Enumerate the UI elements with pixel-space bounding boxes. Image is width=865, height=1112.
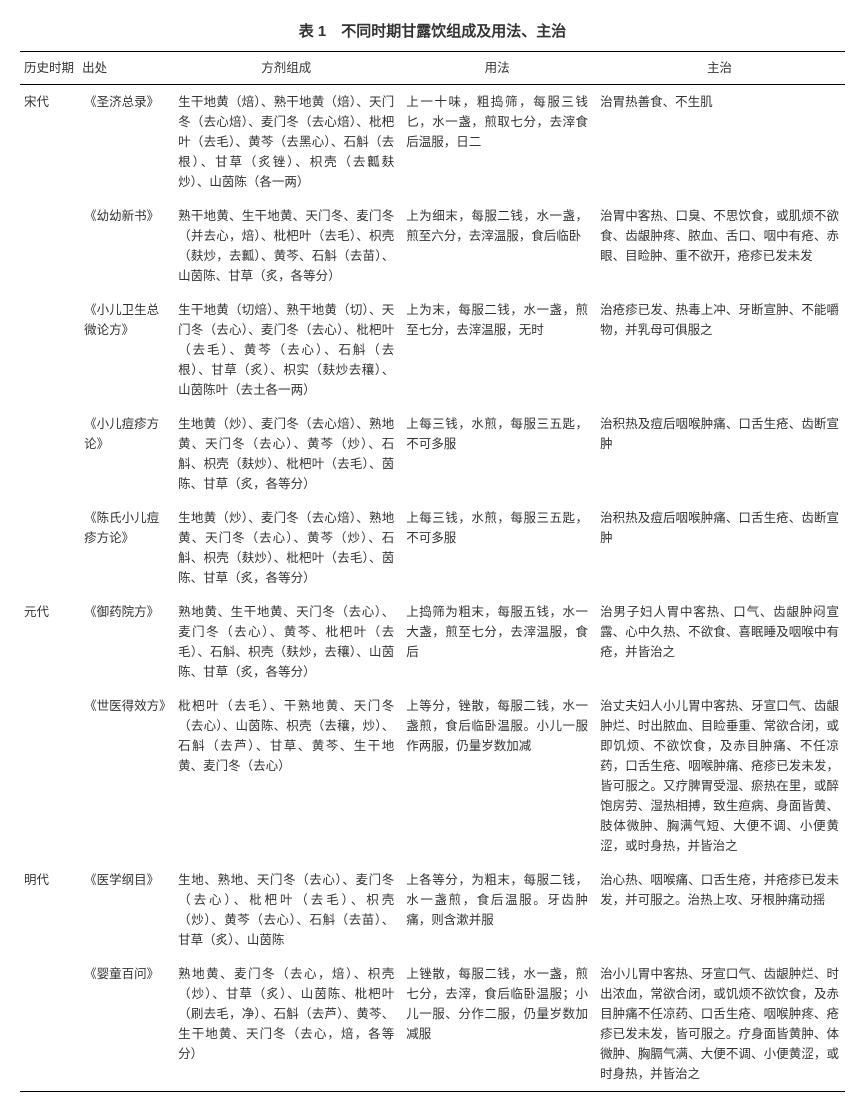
ganlu-table: 历史时期 出处 方剂组成 用法 主治 宋代《圣济总录》生干地黄（焙）、熟干地黄（… — [20, 51, 845, 1092]
cell-indication: 治积热及痘后咽喉肿痛、口舌生疮、齿断宣肿 — [594, 501, 845, 595]
cell-period: 元代 — [20, 595, 78, 689]
cell-period: 明代 — [20, 863, 78, 957]
cell-period — [20, 689, 78, 863]
header-source: 出处 — [78, 52, 172, 85]
cell-composition: 生干地黄（焙）、熟干地黄（焙）、天门冬（去心焙）、麦门冬（去心焙）、枇杷叶（去毛… — [172, 85, 400, 200]
cell-source: 《世医得效方》 — [78, 689, 172, 863]
cell-source: 《小儿卫生总微论方》 — [78, 293, 172, 407]
table-row: 《小儿痘疹方论》生地黄（炒）、麦门冬（去心焙）、熟地黄、天门冬（去心）、黄芩（炒… — [20, 407, 845, 501]
cell-composition: 熟地黄、麦门冬（去心，焙）、枳壳（炒）、甘草（炙）、山茵陈、枇杷叶（刷去毛，净）… — [172, 957, 400, 1092]
table-row: 《世医得效方》枇杷叶（去毛）、干熟地黄、天门冬（去心）、山茵陈、枳壳（去穰，炒）… — [20, 689, 845, 863]
cell-period: 宋代 — [20, 85, 78, 200]
table-row: 宋代《圣济总录》生干地黄（焙）、熟干地黄（焙）、天门冬（去心焙）、麦门冬（去心焙… — [20, 85, 845, 200]
cell-composition: 生干地黄（切焙）、熟干地黄（切）、天门冬（去心）、麦门冬（去心）、枇杷叶（去毛）… — [172, 293, 400, 407]
table-row: 《婴童百问》熟地黄、麦门冬（去心，焙）、枳壳（炒）、甘草（炙）、山茵陈、枇杷叶（… — [20, 957, 845, 1092]
cell-indication: 治男子妇人胃中客热、口气、齿龈肿闷宣露、心中久热、不欲食、喜眠睡及咽喉中有疮，并… — [594, 595, 845, 689]
cell-usage: 上为末，每服二钱，水一盏，煎至七分，去滓温服，无时 — [400, 293, 594, 407]
cell-indication: 治胃中客热、口臭、不思饮食，或肌烦不欲食、齿龈肿疼、脓血、舌口、咽中有疮、赤眼、… — [594, 199, 845, 293]
cell-usage: 上等分，锉散，每服二钱，水一盏煎，食后临卧温服。小儿一服作两服，仍量岁数加减 — [400, 689, 594, 863]
cell-source: 《小儿痘疹方论》 — [78, 407, 172, 501]
table-row: 明代《医学纲目》生地、熟地、天门冬（去心）、麦门冬（去心）、枇杷叶（去毛）、枳壳… — [20, 863, 845, 957]
cell-usage: 上每三钱，水煎，每服三五匙，不可多服 — [400, 407, 594, 501]
cell-period — [20, 407, 78, 501]
cell-composition: 熟干地黄、生干地黄、天门冬、麦门冬（并去心，焙）、枇杷叶（去毛）、枳壳（麸炒，去… — [172, 199, 400, 293]
cell-source: 《陈氏小儿痘疹方论》 — [78, 501, 172, 595]
cell-source: 《婴童百问》 — [78, 957, 172, 1092]
header-row: 历史时期 出处 方剂组成 用法 主治 — [20, 52, 845, 85]
header-indication: 主治 — [594, 52, 845, 85]
cell-indication: 治丈夫妇人小儿胃中客热、牙宣口气、齿龈肿烂、时出脓血、目睑垂重、常欲合闭，或即饥… — [594, 689, 845, 863]
header-composition: 方剂组成 — [172, 52, 400, 85]
cell-period — [20, 199, 78, 293]
cell-period — [20, 957, 78, 1092]
cell-indication: 治胃热善食、不生肌 — [594, 85, 845, 200]
cell-composition: 熟地黄、生干地黄、天门冬（去心）、麦门冬（去心）、黄芩、枇杷叶（去毛）、石斛、枳… — [172, 595, 400, 689]
cell-source: 《御药院方》 — [78, 595, 172, 689]
cell-indication: 治小儿胃中客热、牙宣口气、齿龈肿烂、时出浓血，常欲合闭，或饥烦不欲饮食，及赤目肿… — [594, 957, 845, 1092]
cell-source: 《医学纲目》 — [78, 863, 172, 957]
cell-source: 《圣济总录》 — [78, 85, 172, 200]
cell-composition: 生地黄（炒）、麦门冬（去心焙）、熟地黄、天门冬（去心）、黄芩（炒）、石斛、枳壳（… — [172, 407, 400, 501]
cell-period — [20, 501, 78, 595]
cell-indication: 治积热及痘后咽喉肿痛、口舌生疮、齿断宣肿 — [594, 407, 845, 501]
table-row: 《幼幼新书》熟干地黄、生干地黄、天门冬、麦门冬（并去心，焙）、枇杷叶（去毛）、枳… — [20, 199, 845, 293]
cell-usage: 上捣筛为粗末，每服五钱，水一大盏，煎至七分，去滓温服，食后 — [400, 595, 594, 689]
cell-indication: 治疮疹已发、热毒上冲、牙断宣肿、不能嚼物，并乳母可俱服之 — [594, 293, 845, 407]
cell-indication: 治心热、咽喉痛、口舌生疮，并疮疹已发未发，并可服之。治热上攻、牙根肿痛动摇 — [594, 863, 845, 957]
table-row: 《陈氏小儿痘疹方论》生地黄（炒）、麦门冬（去心焙）、熟地黄、天门冬（去心）、黄芩… — [20, 501, 845, 595]
header-usage: 用法 — [400, 52, 594, 85]
cell-usage: 上一十味，粗捣筛，每服三钱匕，水一盏，煎取七分，去滓食后温服，日二 — [400, 85, 594, 200]
cell-composition: 生地、熟地、天门冬（去心）、麦门冬（去心）、枇杷叶（去毛）、枳壳（炒）、黄芩（去… — [172, 863, 400, 957]
cell-composition: 生地黄（炒）、麦门冬（去心焙）、熟地黄、天门冬（去心）、黄芩（炒）、石斛、枳壳（… — [172, 501, 400, 595]
table-row: 《小儿卫生总微论方》生干地黄（切焙）、熟干地黄（切）、天门冬（去心）、麦门冬（去… — [20, 293, 845, 407]
cell-usage: 上各等分，为粗末，每服二钱，水一盏煎，食后温服。牙齿肿痛，则含漱并服 — [400, 863, 594, 957]
header-period: 历史时期 — [20, 52, 78, 85]
cell-usage: 上每三钱，水煎，每服三五匙，不可多服 — [400, 501, 594, 595]
cell-source: 《幼幼新书》 — [78, 199, 172, 293]
cell-composition: 枇杷叶（去毛）、干熟地黄、天门冬（去心）、山茵陈、枳壳（去穰，炒）、石斛（去芦）… — [172, 689, 400, 863]
cell-usage: 上锉散，每服二钱，水一盏，煎七分，去滓，食后临卧温服；小儿一服、分作二服，仍量岁… — [400, 957, 594, 1092]
cell-usage: 上为细末，每服二钱，水一盏，煎至六分，去滓温服，食后临卧 — [400, 199, 594, 293]
table-title: 表 1 不同时期甘露饮组成及用法、主治 — [20, 20, 845, 41]
table-row: 元代《御药院方》熟地黄、生干地黄、天门冬（去心）、麦门冬（去心）、黄芩、枇杷叶（… — [20, 595, 845, 689]
cell-period — [20, 293, 78, 407]
